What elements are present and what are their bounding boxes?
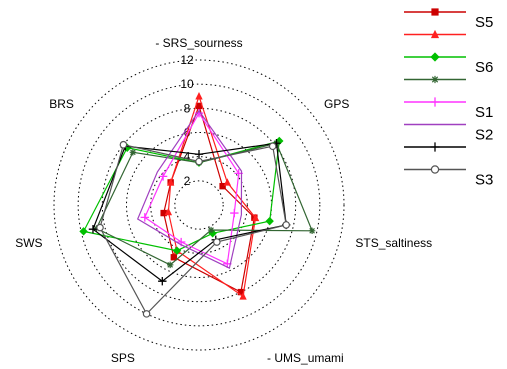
series-line (163, 103, 256, 294)
grid-ring (101, 107, 297, 303)
data-point-marker (308, 227, 316, 235)
series-line (99, 143, 287, 315)
data-point-marker (237, 288, 245, 296)
data-point-marker (119, 140, 128, 149)
legend-entry (404, 29, 466, 39)
data-point-marker (160, 209, 167, 217)
series-s1 (140, 108, 243, 268)
radial-tick-label: 4 (184, 150, 191, 164)
legend-entry: S3 (404, 165, 493, 189)
data-point-marker (166, 261, 174, 269)
legend-label: S2 (475, 127, 493, 144)
data-point-marker (166, 178, 175, 186)
series-line (95, 142, 313, 266)
axis-label: BRS (49, 97, 74, 111)
grid-ring (77, 83, 321, 327)
data-point-marker (431, 75, 439, 84)
series-s3 (96, 140, 290, 318)
data-point-marker (239, 292, 247, 300)
chart-legend: S5 S6 S1 S2 S3 (404, 8, 493, 189)
data-point-marker (170, 254, 178, 261)
data-point-marker (88, 224, 98, 234)
data-point-marker (195, 92, 203, 100)
data-point-marker (172, 246, 182, 255)
data-point-marker (207, 226, 215, 234)
radial-tick-label: 10 (180, 77, 194, 91)
series-layer (79, 92, 316, 318)
legend-label: S3 (475, 172, 493, 189)
data-point-marker (158, 172, 168, 181)
legend-label: S5 (475, 14, 493, 31)
data-point-marker (213, 238, 221, 246)
data-point-marker (79, 227, 88, 236)
series-line (92, 142, 287, 282)
axis-label: SPS (111, 351, 135, 365)
legend-entry: S1 (404, 97, 493, 121)
data-point-marker (265, 216, 274, 226)
data-point-marker (282, 221, 290, 229)
legend-label: S1 (475, 104, 493, 121)
series-line (167, 94, 257, 298)
data-point-marker (223, 178, 232, 186)
data-point-marker (164, 207, 173, 216)
axis-label: - SRS_sourness (155, 36, 242, 50)
radial-tick-label: 12 (180, 53, 194, 67)
data-point-marker (140, 213, 150, 222)
legend-entry: S5 (404, 8, 493, 31)
data-point-marker (430, 29, 440, 39)
data-point-marker (219, 182, 226, 190)
data-point-marker (251, 213, 260, 222)
legend-entry (404, 75, 466, 84)
legend-entry (404, 142, 466, 152)
data-point-marker (430, 97, 440, 107)
data-point-marker (268, 142, 277, 151)
radial-tick-label: 8 (184, 101, 191, 115)
legend-entry: S6 (404, 52, 493, 76)
series-s2 (136, 109, 243, 269)
data-point-marker (129, 149, 137, 156)
data-point-marker (194, 150, 204, 159)
grid-ring (150, 156, 248, 254)
data-point-marker (430, 142, 440, 152)
data-point-marker (142, 310, 151, 318)
axis-label: STS_saltiness (355, 236, 432, 250)
data-point-marker (430, 52, 440, 62)
data-point-marker (195, 157, 203, 166)
data-point-marker (96, 223, 104, 232)
radial-tick-label: 2 (184, 174, 191, 188)
data-point-marker (431, 8, 439, 16)
series-line (136, 109, 243, 269)
data-point-marker (430, 165, 440, 174)
series-line (144, 112, 240, 265)
axis-label: SWS (15, 236, 42, 250)
axis-labels: - SRS_sourness GPS STS_saltiness - UMS_umam… (15, 36, 432, 365)
data-point-marker (158, 277, 167, 286)
series-s5 (160, 102, 258, 296)
data-point-marker (195, 102, 203, 110)
legend-entry: S2 (404, 123, 493, 144)
axis-label: - UMS_umami (267, 351, 344, 365)
data-point-marker (230, 208, 239, 218)
axis-label: GPS (324, 97, 349, 111)
legend-label: S6 (475, 59, 493, 76)
grid-ring (174, 180, 224, 230)
grid-ring (53, 59, 345, 351)
